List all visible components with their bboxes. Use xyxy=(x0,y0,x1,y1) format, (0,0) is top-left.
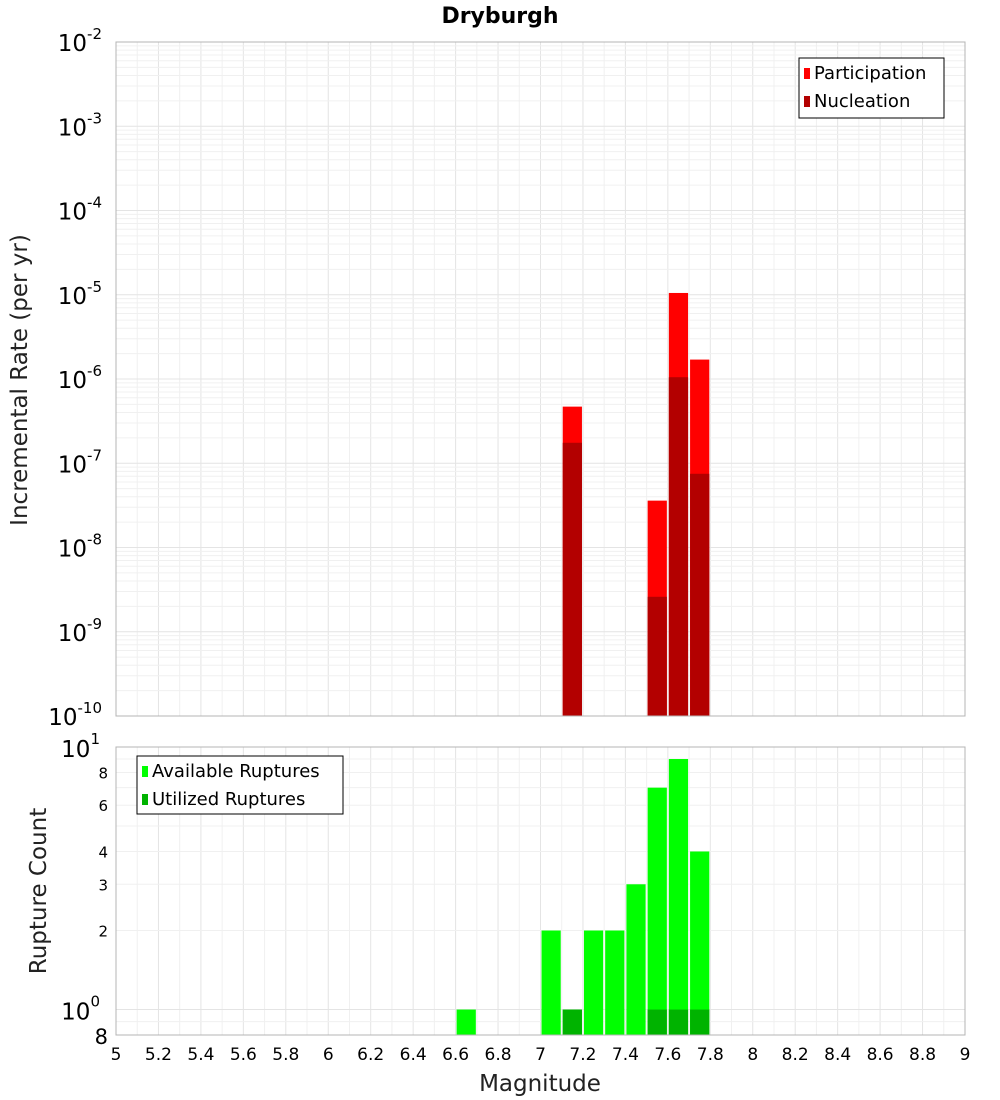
y-minor-tick-label: 4 xyxy=(98,843,108,861)
bar-available-ruptures xyxy=(541,930,561,1035)
bottom-y-axis-label: Rupture Count xyxy=(26,808,52,974)
x-tick-label: 7.6 xyxy=(654,1045,681,1065)
legend-entry: Utilized Ruptures xyxy=(152,789,305,810)
bar-available-ruptures xyxy=(690,851,710,1035)
bar-available-ruptures xyxy=(647,787,667,1035)
bar-utilized-ruptures xyxy=(647,1009,667,1035)
bar-available-ruptures xyxy=(583,930,604,1035)
bar-available-ruptures xyxy=(626,884,646,1035)
y-tick-label: 10-10 xyxy=(48,699,102,731)
x-tick-label: 6.8 xyxy=(485,1045,512,1065)
x-tick-label: 7.8 xyxy=(697,1045,724,1065)
bar-nucleation xyxy=(562,442,582,716)
y-tick-label: 10-4 xyxy=(58,194,102,226)
legend-entry: Nucleation xyxy=(814,91,910,112)
legend-swatch xyxy=(142,794,148,805)
y-tick-label: 10-3 xyxy=(58,109,102,141)
x-tick-label: 5 xyxy=(111,1045,122,1065)
x-tick-label: 5.4 xyxy=(187,1045,214,1065)
legend-box xyxy=(798,57,945,119)
x-tick-label: 9 xyxy=(960,1045,971,1065)
bar-available-ruptures xyxy=(456,1009,476,1035)
x-axis-label: Magnitude xyxy=(479,1071,601,1097)
y-tick-label: 10-2 xyxy=(58,25,102,57)
bar-utilized-ruptures xyxy=(690,1009,710,1035)
incremental-rate-panel: 10-10 10-9 10-8 10-7 10-6 10-5 10-4 10-3 10-2 Par… xyxy=(48,25,966,731)
x-tick-label: 5.2 xyxy=(145,1045,172,1065)
chart-title: Dryburgh xyxy=(441,4,558,29)
y-minor-tick-label: 6 xyxy=(98,797,108,815)
y-tick-label: 10-9 xyxy=(58,615,102,647)
y-minor-tick-label: 8 xyxy=(95,1025,108,1049)
y-tick-label: 100 xyxy=(61,993,100,1026)
bar-nucleation xyxy=(690,473,710,716)
x-tick-label: 8.2 xyxy=(782,1045,809,1065)
top-y-axis-label: Incremental Rate (per yr) xyxy=(7,234,33,526)
legend-box xyxy=(136,755,344,815)
x-tick-label: 7.4 xyxy=(612,1045,639,1065)
x-tick-label: 6.6 xyxy=(442,1045,469,1065)
x-tick-label: 5.8 xyxy=(272,1045,299,1065)
x-tick-label: 6 xyxy=(323,1045,334,1065)
legend-swatch xyxy=(804,96,810,107)
y-tick-label: 101 xyxy=(61,730,100,763)
bottom-plot-frame xyxy=(115,746,966,1036)
y-minor-tick-label: 2 xyxy=(98,923,108,941)
x-tick-label: 8.6 xyxy=(867,1045,894,1065)
y-tick-label: 10-5 xyxy=(58,278,102,310)
bar-nucleation xyxy=(647,596,667,716)
y-minor-tick-label: 3 xyxy=(98,876,108,894)
bar-available-ruptures xyxy=(605,930,625,1035)
x-tick-label: 8 xyxy=(747,1045,758,1065)
x-tick-label: 8.8 xyxy=(909,1045,936,1065)
bar-available-ruptures xyxy=(668,759,689,1035)
x-tick-label: 7.2 xyxy=(569,1045,596,1065)
legend-entry: Available Ruptures xyxy=(152,761,320,782)
x-tick-label: 7 xyxy=(535,1045,546,1065)
legend-swatch xyxy=(142,766,148,777)
bar-utilized-ruptures xyxy=(668,1009,689,1035)
y-tick-label: 10-6 xyxy=(58,362,102,394)
bar-nucleation xyxy=(668,377,689,716)
y-minor-tick-label: 8 xyxy=(98,764,108,782)
y-tick-label: 10-8 xyxy=(58,531,102,563)
x-tick-label: 6.4 xyxy=(400,1045,427,1065)
legend-swatch xyxy=(804,68,810,79)
top-plot-frame xyxy=(115,41,966,717)
x-tick-label: 8.4 xyxy=(824,1045,851,1065)
y-tick-label: 10-7 xyxy=(58,446,102,478)
x-tick-label: 5.6 xyxy=(230,1045,257,1065)
legend-entry: Participation xyxy=(814,63,926,84)
x-tick-label: 6.2 xyxy=(357,1045,384,1065)
bar-utilized-ruptures xyxy=(562,1009,582,1035)
